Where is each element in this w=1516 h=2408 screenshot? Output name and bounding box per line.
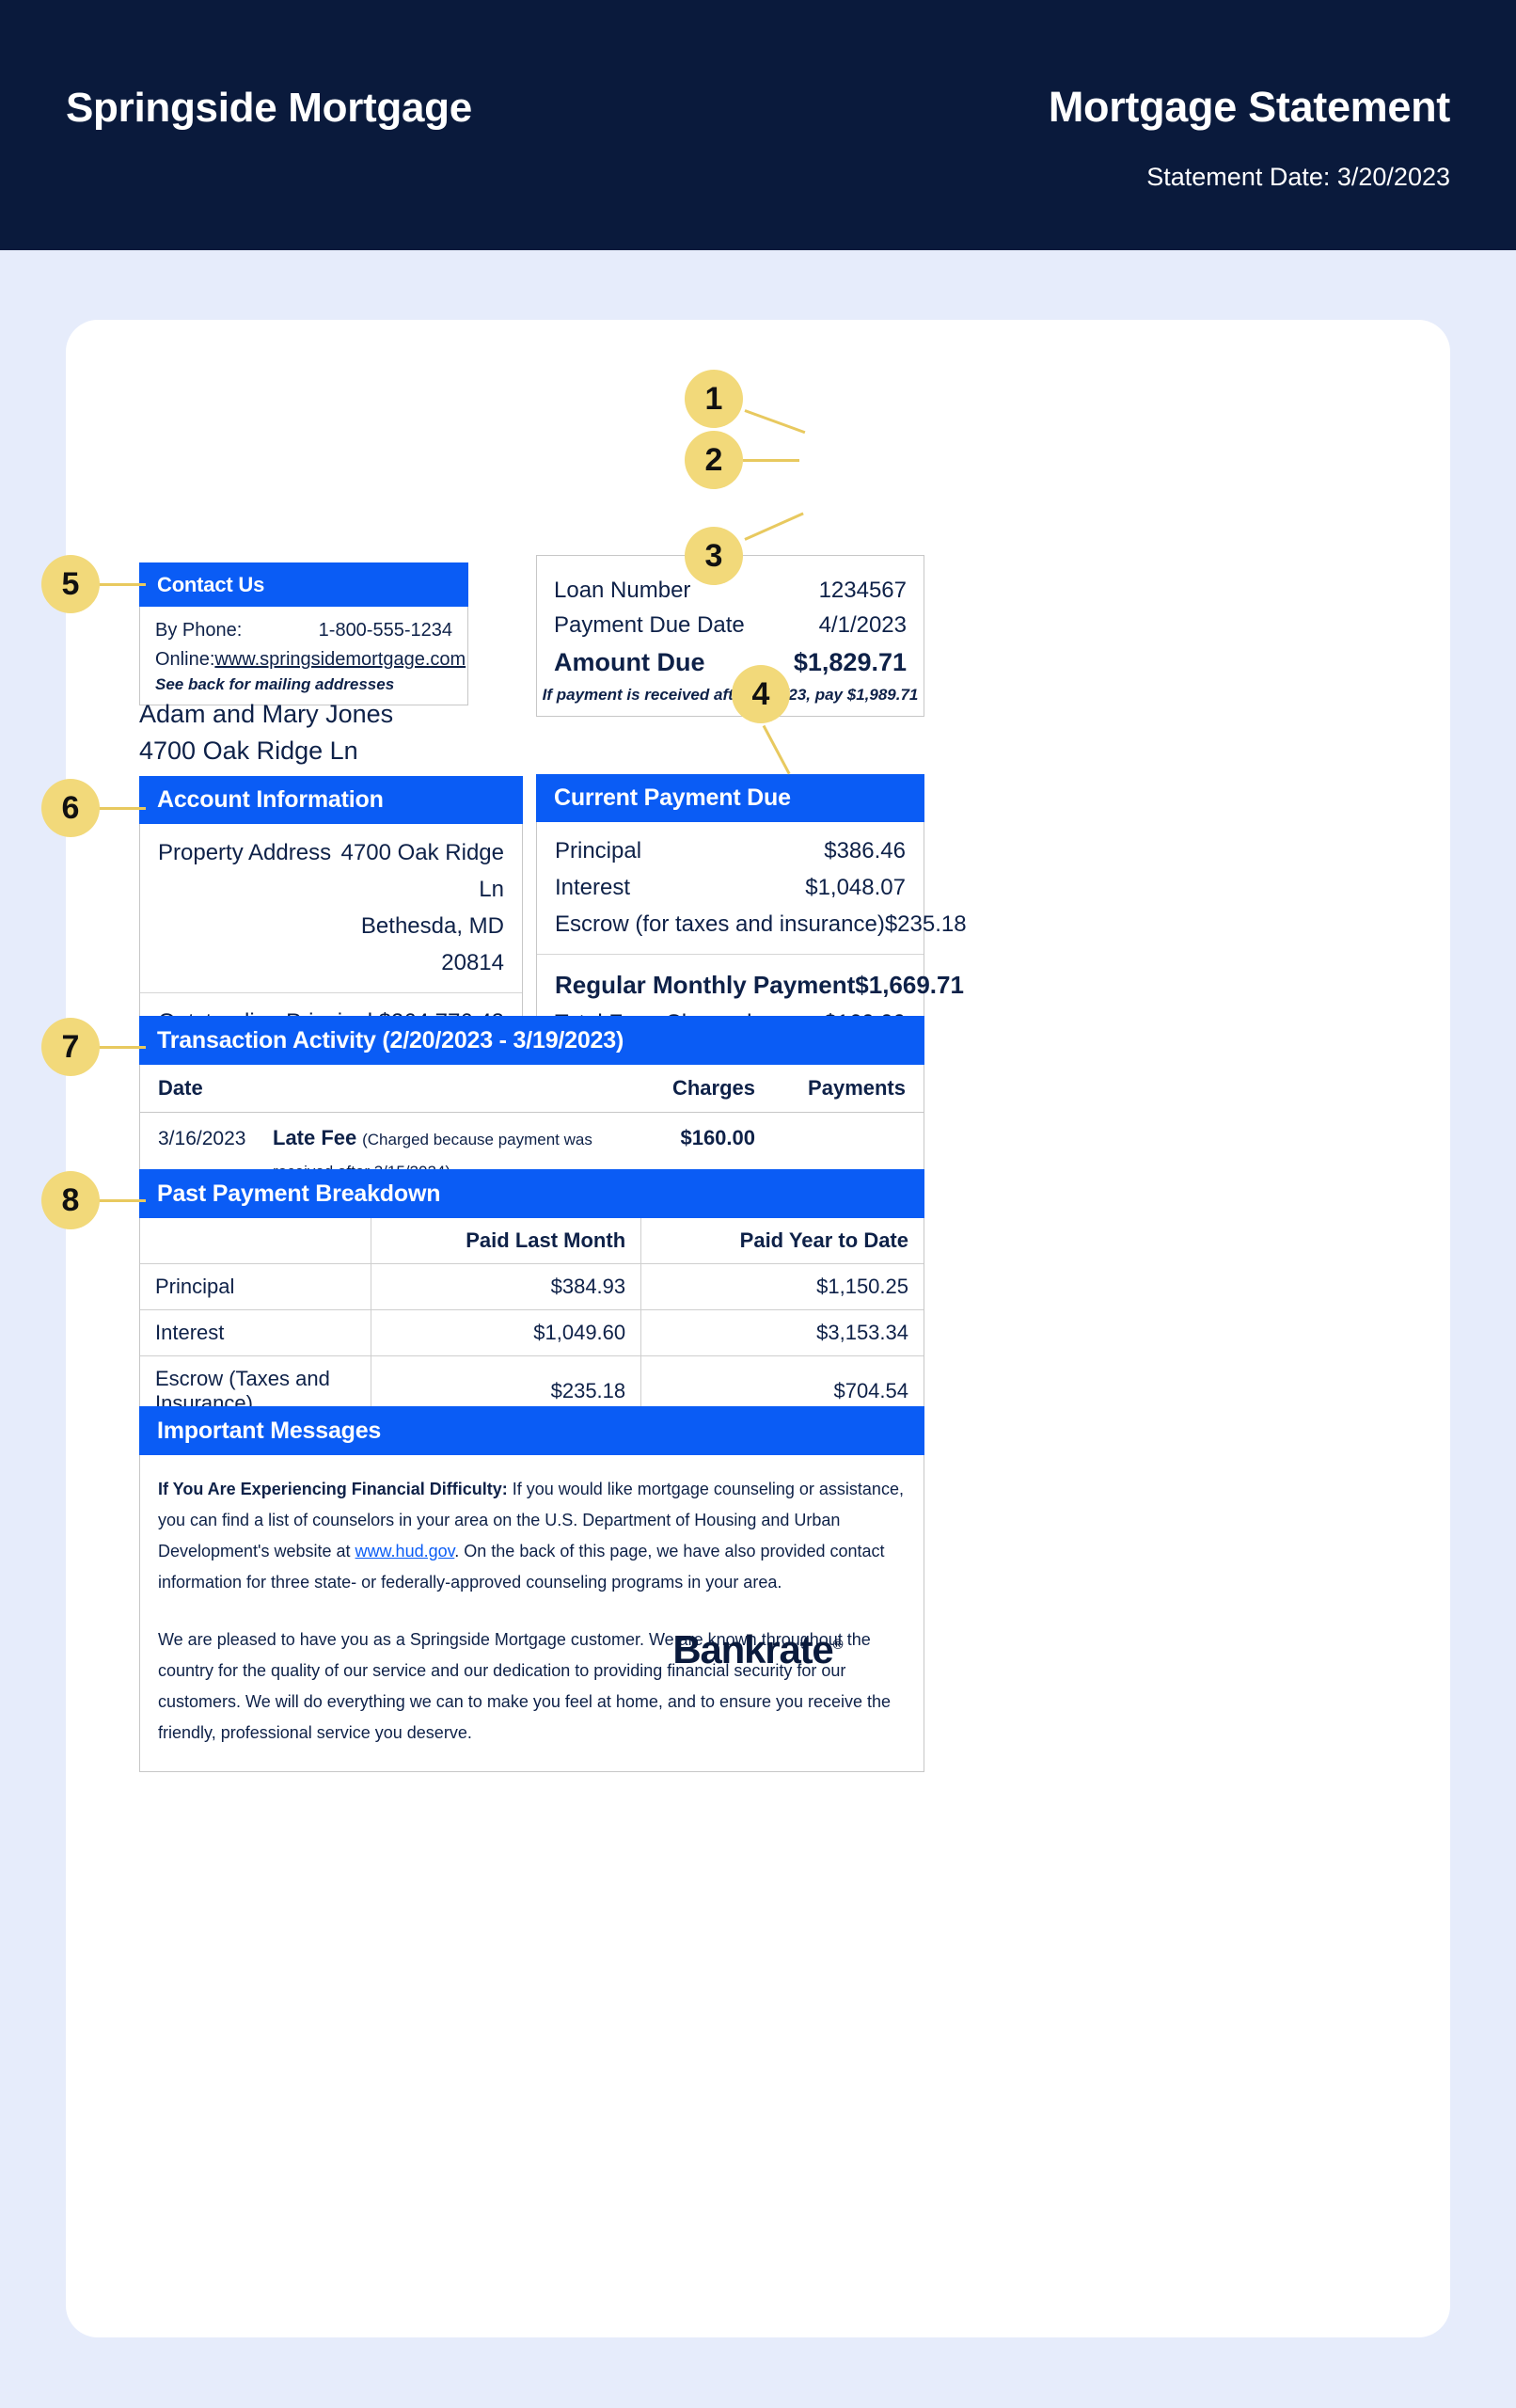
amount-due-row: Amount Due $1,829.71 bbox=[537, 642, 924, 682]
payment-interest-value: $1,048.07 bbox=[805, 875, 906, 900]
callout-badge-1: 1 bbox=[685, 370, 743, 428]
statement-card: Contact Us By Phone: 1-800-555-1234 Onli… bbox=[66, 320, 1450, 2337]
amount-due-label: Amount Due bbox=[554, 648, 705, 676]
payment-interest-row: Interest $1,048.07 bbox=[537, 869, 924, 906]
column-header-paid-last-month: Paid Last Month bbox=[370, 1218, 642, 1264]
column-header-payments: Payments bbox=[808, 1076, 906, 1100]
property-address-value: 4700 Oak Ridge Ln Bethesda, MD 20814 bbox=[340, 840, 504, 975]
property-address-label: Property Address bbox=[158, 840, 332, 865]
transaction-date: 3/16/2023 bbox=[158, 1128, 246, 1149]
contact-phone-row: By Phone: 1-800-555-1234 bbox=[140, 616, 467, 645]
column-header-category bbox=[140, 1218, 371, 1264]
row-label: Principal bbox=[140, 1263, 371, 1310]
property-address-row: Property Address 4700 Oak Ridge Ln Bethe… bbox=[140, 834, 522, 981]
contact-us-header: Contact Us bbox=[139, 562, 468, 607]
payment-principal-row: Principal $386.46 bbox=[537, 832, 924, 869]
hud-gov-link[interactable]: www.hud.gov bbox=[355, 1542, 455, 1560]
amount-due-value: $1,829.71 bbox=[793, 648, 907, 676]
financial-difficulty-label: If You Are Experiencing Financial Diffic… bbox=[158, 1480, 508, 1498]
callout-badge-2: 2 bbox=[685, 431, 743, 489]
important-message-paragraph-1: If You Are Experiencing Financial Diffic… bbox=[158, 1474, 906, 1598]
account-info-group-address: Property Address 4700 Oak Ridge Ln Bethe… bbox=[140, 824, 522, 992]
payment-due-date-value: 4/1/2023 bbox=[818, 612, 907, 638]
callout-leader-7 bbox=[94, 1046, 146, 1049]
addressee-name: Adam and Mary Jones bbox=[139, 700, 394, 728]
regular-monthly-payment-label: Regular Monthly Payment bbox=[555, 971, 856, 999]
table-row: Interest $1,049.60 $3,153.34 bbox=[140, 1309, 924, 1356]
callout-badge-3: 3 bbox=[685, 527, 743, 585]
payment-principal-value: $386.46 bbox=[824, 838, 906, 863]
callout-leader-6 bbox=[94, 807, 146, 810]
transaction-description-title: Late Fee bbox=[273, 1126, 357, 1149]
financial-difficulty-text-2: . On the back of this page, we have also… bbox=[158, 1542, 885, 1592]
regular-monthly-payment-value: $1,669.71 bbox=[855, 971, 964, 999]
loan-summary-box: Loan Number 1234567 Payment Due Date 4/1… bbox=[536, 555, 924, 717]
row-paid-last-month: $384.93 bbox=[370, 1263, 642, 1310]
contact-online-row: Online: www.springsidemortgage.com bbox=[140, 645, 467, 674]
loan-number-label: Loan Number bbox=[554, 578, 691, 603]
bankrate-logo-text: Bankrate bbox=[672, 1627, 833, 1671]
transaction-activity-header: Transaction Activity (2/20/2023 - 3/19/2… bbox=[139, 1016, 924, 1065]
registered-trademark-icon: ® bbox=[832, 1637, 844, 1653]
column-header-paid-ytd: Paid Year to Date bbox=[640, 1218, 924, 1264]
important-messages-box: Important Messages If You Are Experienci… bbox=[139, 1406, 924, 1772]
payment-escrow-value: $235.18 bbox=[884, 911, 967, 937]
page-header: Springside Mortgage Mortgage Statement S… bbox=[0, 0, 1516, 250]
addressee-street: 4700 Oak Ridge Ln bbox=[139, 737, 358, 765]
column-header-charges: Charges bbox=[671, 1076, 755, 1100]
account-information-header: Account Information bbox=[139, 776, 523, 824]
document-title: Mortgage Statement bbox=[1048, 83, 1450, 131]
transaction-charges: $160.00 bbox=[680, 1126, 755, 1149]
row-paid-ytd: $3,153.34 bbox=[640, 1309, 924, 1356]
column-header-date: Date bbox=[158, 1076, 203, 1100]
statement-date: Statement Date: 3/20/2023 bbox=[1146, 163, 1450, 191]
payment-interest-label: Interest bbox=[555, 875, 631, 900]
row-paid-last-month: $1,049.60 bbox=[370, 1309, 642, 1356]
contact-mailing-note: See back for mailing addresses bbox=[155, 675, 395, 693]
contact-website-link[interactable]: www.springsidemortgage.com bbox=[214, 649, 466, 670]
table-header-row: Paid Last Month Paid Year to Date bbox=[140, 1218, 924, 1264]
callout-leader-2 bbox=[743, 459, 799, 462]
callout-leader-5 bbox=[94, 583, 146, 586]
past-payment-breakdown-header: Past Payment Breakdown bbox=[139, 1169, 924, 1218]
row-label: Interest bbox=[140, 1309, 371, 1356]
callout-badge-7: 7 bbox=[41, 1018, 100, 1076]
callout-badge-4: 4 bbox=[732, 665, 790, 723]
regular-monthly-payment-row: Regular Monthly Payment $1,669.71 bbox=[537, 965, 964, 1005]
payment-escrow-row: Escrow (for taxes and insurance) $235.18 bbox=[537, 906, 967, 943]
current-payment-due-header: Current Payment Due bbox=[536, 774, 924, 822]
contact-phone-value: 1-800-555-1234 bbox=[318, 620, 452, 641]
callout-badge-8: 8 bbox=[41, 1171, 100, 1229]
important-messages-header: Important Messages bbox=[139, 1406, 924, 1455]
important-message-paragraph-2: We are pleased to have you as a Springsi… bbox=[158, 1630, 892, 1742]
payment-due-date-row: Payment Due Date 4/1/2023 bbox=[537, 608, 924, 642]
callout-badge-5: 5 bbox=[41, 555, 100, 613]
bankrate-logo: Bankrate® bbox=[66, 1627, 1450, 1672]
transaction-activity-column-headers: Date Charges Payments bbox=[140, 1065, 924, 1113]
payment-due-date-label: Payment Due Date bbox=[554, 612, 745, 638]
late-payment-note: If payment is received after 4/15/23, pa… bbox=[542, 686, 919, 704]
payment-due-group-components: Principal $386.46 Interest $1,048.07 Esc… bbox=[537, 822, 967, 954]
callout-badge-6: 6 bbox=[41, 779, 100, 837]
row-paid-ytd: $1,150.25 bbox=[640, 1263, 924, 1310]
payment-principal-label: Principal bbox=[555, 838, 642, 863]
financial-difficulty-text-1: If you would like mortgage counseling or… bbox=[158, 1480, 904, 1560]
contact-online-label: Online: bbox=[155, 649, 215, 670]
callout-leader-8 bbox=[94, 1199, 146, 1202]
loan-number-row: Loan Number 1234567 bbox=[537, 573, 924, 608]
contact-us-box: Contact Us By Phone: 1-800-555-1234 Onli… bbox=[139, 562, 468, 705]
loan-number-value: 1234567 bbox=[818, 578, 907, 603]
table-row: Principal $384.93 $1,150.25 bbox=[140, 1263, 924, 1310]
contact-phone-label: By Phone: bbox=[155, 620, 243, 641]
brand-title: Springside Mortgage bbox=[66, 85, 472, 131]
payment-escrow-label: Escrow (for taxes and insurance) bbox=[555, 911, 885, 937]
